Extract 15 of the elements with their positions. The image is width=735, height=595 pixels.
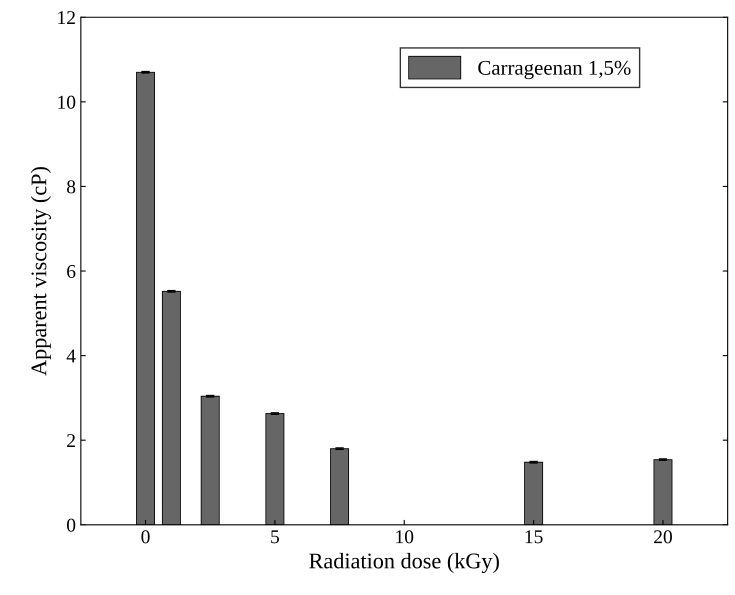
y-tick-label: 2 <box>67 434 75 447</box>
y-tick-label: 6 <box>67 264 76 278</box>
y-tick-label: 8 <box>67 180 76 194</box>
y-tick-label: 12 <box>58 11 75 24</box>
legend-label: Carrageenan 1,5% <box>478 60 631 80</box>
x-tick-label: 20 <box>654 530 672 544</box>
y-tick-label: 10 <box>58 96 76 109</box>
y-axis-title: Apparent viscosity (cP) <box>30 167 51 376</box>
x-tick-label: 15 <box>526 530 543 544</box>
y-tick-label: 0 <box>67 518 76 532</box>
x-axis-title: Radiation dose (kGy) <box>309 552 499 574</box>
x-tick-label: 0 <box>141 530 150 544</box>
x-tick-label: 5 <box>271 530 279 544</box>
x-tick-label: 10 <box>396 530 414 544</box>
y-tick-label: 4 <box>66 350 76 362</box>
